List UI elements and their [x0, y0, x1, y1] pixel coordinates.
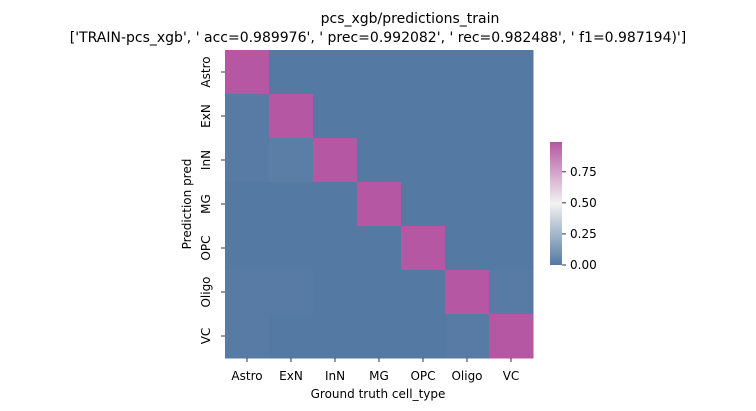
x-tick-label: ExN: [279, 369, 303, 383]
heatmap-cell-MG-InN: [313, 182, 358, 227]
y-tick-label: OPC: [199, 235, 213, 260]
heatmap-cell-OPC-ExN: [269, 226, 314, 271]
heatmap-cell-MG-Oligo: [445, 182, 490, 227]
x-tick-label: MG: [369, 369, 389, 383]
heatmap-cell-OPC-OPC: [401, 226, 446, 271]
heatmap-cell-InN-VC: [489, 138, 534, 183]
heatmap-cell-InN-MG: [357, 138, 402, 183]
x-tick-label: OPC: [410, 369, 435, 383]
heatmap-cell-VC-VC: [489, 314, 534, 359]
heatmap-cell-VC-MG: [357, 314, 402, 359]
colorbar-ticks: 0.00 0.25 0.50 0.75: [562, 165, 597, 272]
heatmap-cell-MG-MG: [357, 182, 402, 227]
heatmap-cell-MG-ExN: [269, 182, 314, 227]
heatmap-cell-Astro-Oligo: [445, 50, 490, 95]
y-tick-label: Oligo: [199, 276, 213, 307]
heatmap-cell-OPC-MG: [357, 226, 402, 271]
heatmap-cell-MG-OPC: [401, 182, 446, 227]
heatmap-cell-InN-Astro: [225, 138, 270, 183]
heatmap-cell-Astro-InN: [313, 50, 358, 95]
heatmap-cell-InN-InN: [313, 138, 358, 183]
heatmap-cell-VC-ExN: [269, 314, 314, 359]
heatmap-cell-Oligo-OPC: [401, 270, 446, 315]
x-tick-label: Oligo: [451, 369, 482, 383]
heatmap-cell-Oligo-Astro: [225, 270, 270, 315]
heatmap-cell-ExN-Astro: [225, 94, 270, 139]
y-tick-label: Astro: [199, 56, 213, 87]
x-tick-labels: Astro ExN InN MG OPC Oligo VC: [231, 358, 519, 383]
heatmap-cell-ExN-InN: [313, 94, 358, 139]
heatmap-cell-OPC-Astro: [225, 226, 270, 271]
heatmap-cell-Astro-OPC: [401, 50, 446, 95]
heatmap-cell-OPC-InN: [313, 226, 358, 271]
heatmap-cell-ExN-OPC: [401, 94, 446, 139]
chart-title: pcs_xgb/predictions_train: [321, 11, 500, 27]
y-axis-label: Prediction pred: [180, 159, 194, 250]
heatmap-cell-MG-VC: [489, 182, 534, 227]
heatmap-cell-VC-Astro: [225, 314, 270, 359]
colorbar-tick-label: 0.00: [570, 258, 597, 272]
y-tick-label: MG: [199, 194, 213, 214]
x-tick-label: Astro: [231, 369, 262, 383]
colorbar: [550, 142, 562, 265]
heatmap-cell-InN-ExN: [269, 138, 314, 183]
heatmap-cell-Oligo-InN: [313, 270, 358, 315]
y-tick-label: VC: [199, 328, 213, 345]
x-tick-label: InN: [325, 369, 345, 383]
colorbar-tick-label: 0.25: [570, 227, 597, 241]
chart-subtitle: ['TRAIN-pcs_xgb', ' acc=0.989976', ' pre…: [70, 30, 687, 46]
heatmap-cell-OPC-Oligo: [445, 226, 490, 271]
heatmap-cell-Oligo-VC: [489, 270, 534, 315]
heatmap-cell-Astro-VC: [489, 50, 534, 95]
x-tick-label: VC: [503, 369, 520, 383]
heatmap-cell-Oligo-Oligo: [445, 270, 490, 315]
heatmap-cell-InN-OPC: [401, 138, 446, 183]
y-tick-label: InN: [199, 150, 213, 170]
heatmap-cell-InN-Oligo: [445, 138, 490, 183]
heatmap-cell-VC-OPC: [401, 314, 446, 359]
heatmap-cell-Astro-ExN: [269, 50, 314, 95]
colorbar-tick-label: 0.50: [570, 196, 597, 210]
heatmap-cell-MG-Astro: [225, 182, 270, 227]
heatmap-cell-ExN-VC: [489, 94, 534, 139]
heatmap-cell-ExN-ExN: [269, 94, 314, 139]
heatmap-cell-Astro-MG: [357, 50, 402, 95]
heatmap-cells: [225, 50, 534, 359]
x-axis-label: Ground truth cell_type: [311, 387, 446, 401]
colorbar-tick-label: 0.75: [570, 165, 597, 179]
heatmap-cell-VC-InN: [313, 314, 358, 359]
y-tick-labels: Astro ExN InN MG OPC Oligo VC: [199, 56, 225, 344]
heatmap-cell-OPC-VC: [489, 226, 534, 271]
y-tick-label: ExN: [199, 104, 213, 128]
heatmap-cell-VC-Oligo: [445, 314, 490, 359]
heatmap-cell-Oligo-ExN: [269, 270, 314, 315]
heatmap-cell-Oligo-MG: [357, 270, 402, 315]
heatmap-cell-Astro-Astro: [225, 50, 270, 95]
heatmap-cell-ExN-MG: [357, 94, 402, 139]
heatmap-cell-ExN-Oligo: [445, 94, 490, 139]
